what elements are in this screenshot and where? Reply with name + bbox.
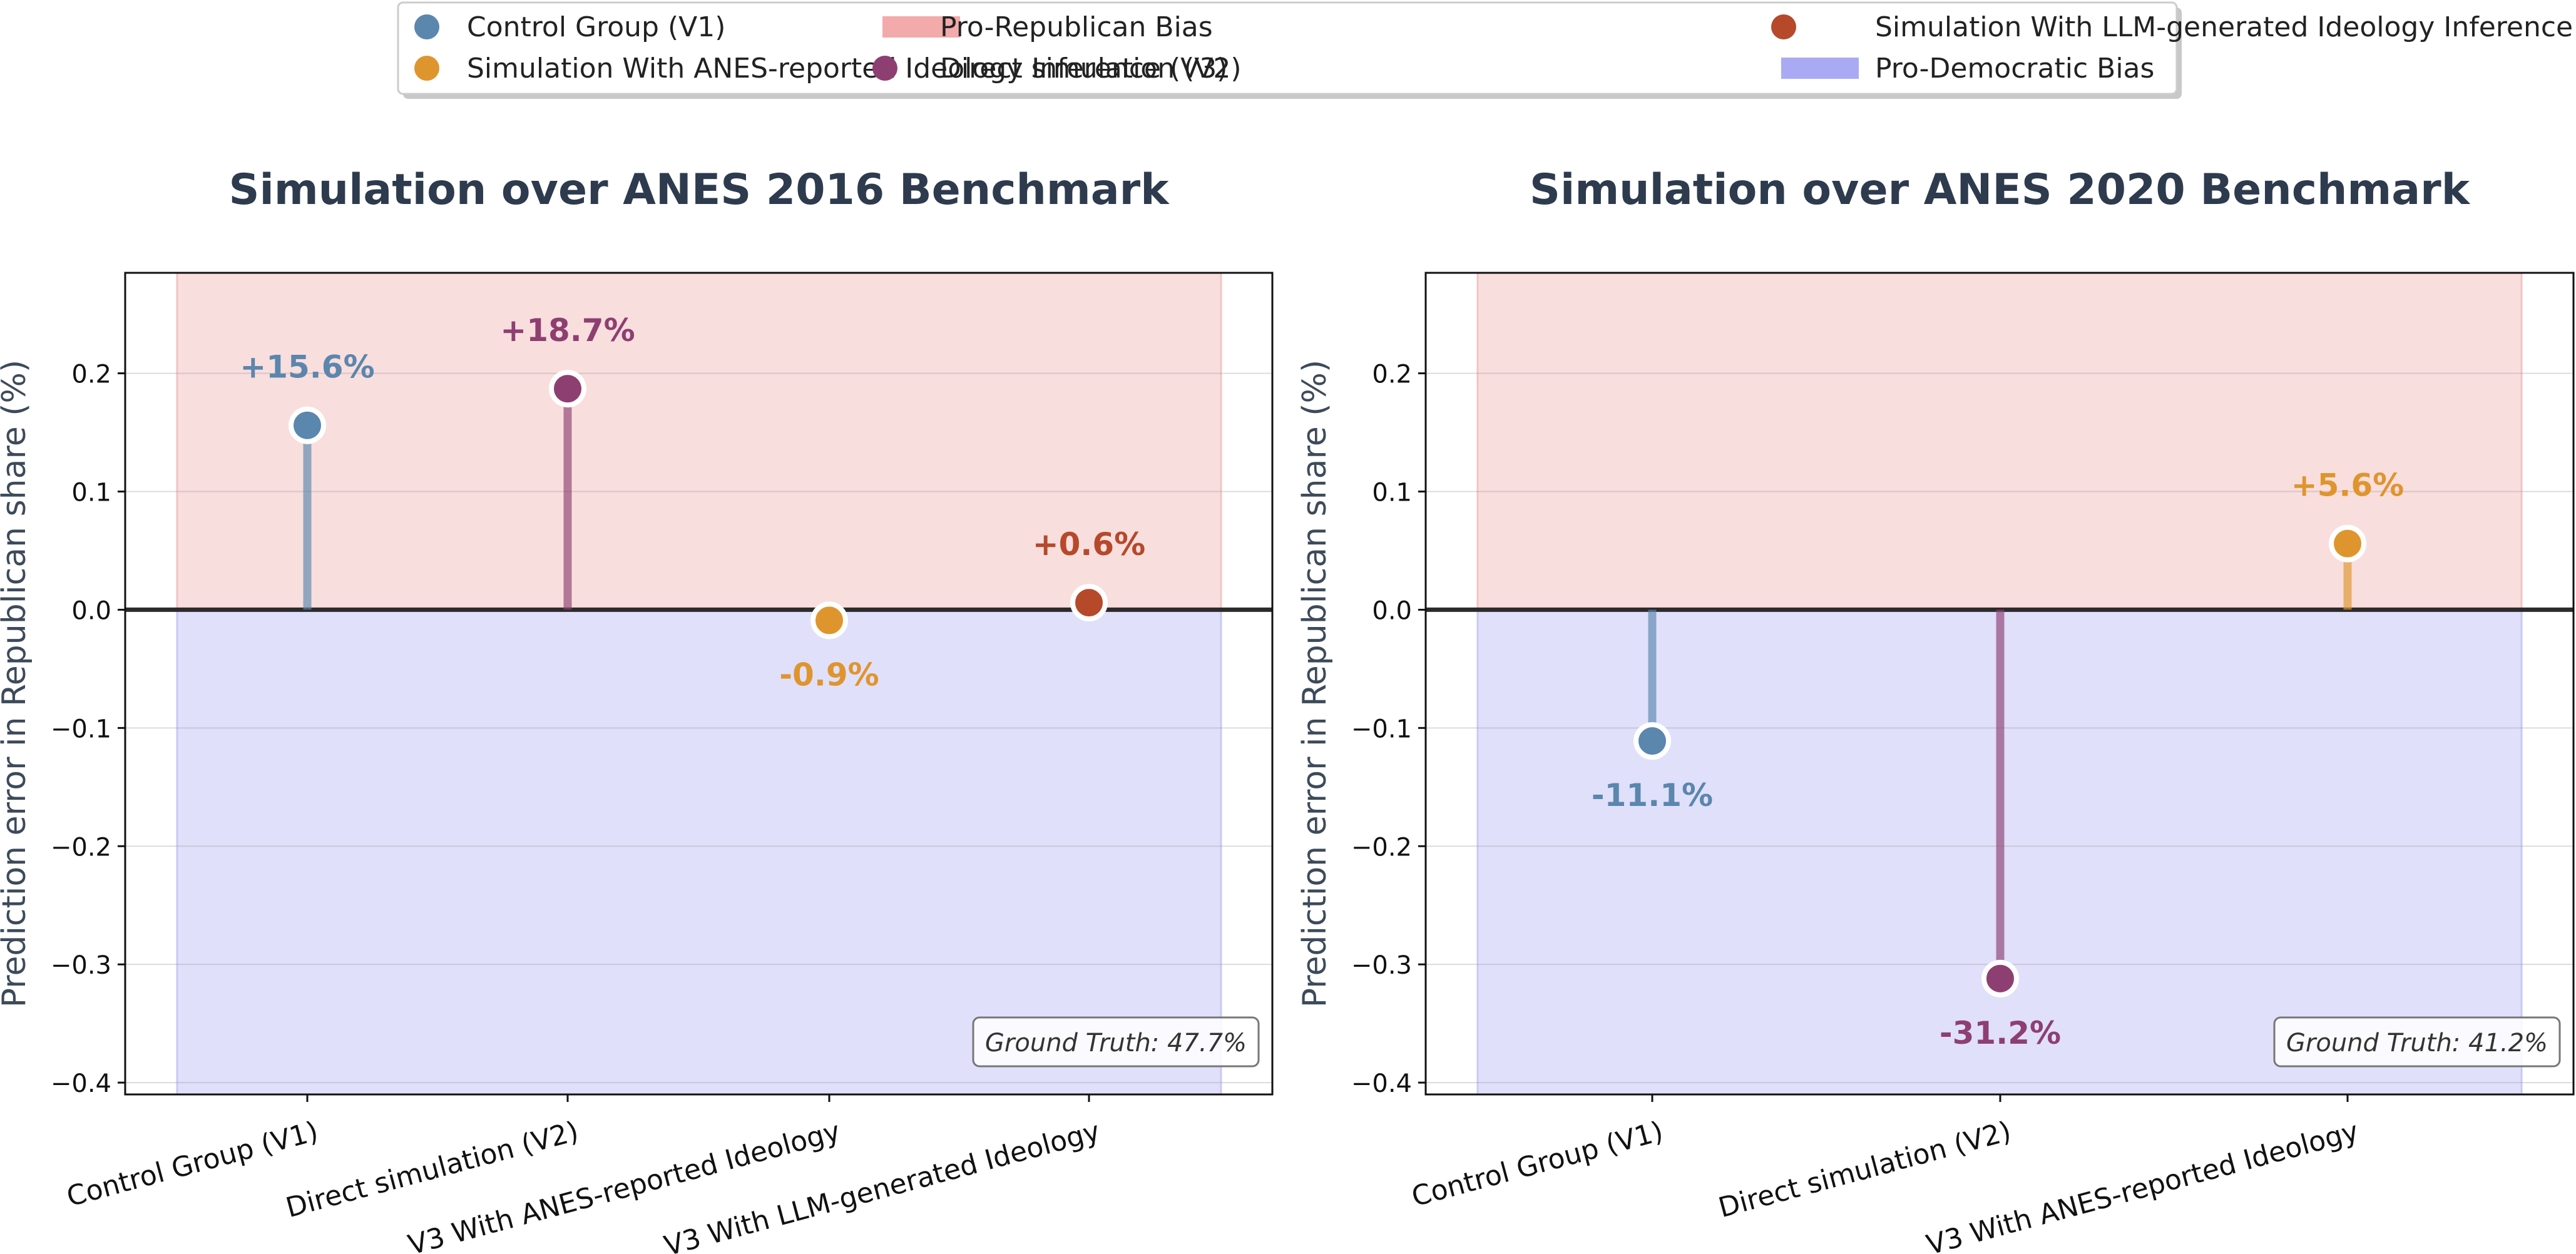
lollipop-point xyxy=(289,406,326,444)
lollipop-point xyxy=(1070,584,1108,622)
ground-truth-label: Ground Truth: 41.2% xyxy=(2286,1029,2548,1058)
chart-title: Simulation over ANES 2016 Benchmark xyxy=(229,165,1170,215)
legend-patch xyxy=(882,16,960,38)
chart-panel-2016: −0.4 −0.3 −0.2 −0.1 0.0 0.1 0.2 Prediction erro… xyxy=(0,165,1274,1254)
ground-truth-label: Ground Truth: 47.7% xyxy=(985,1029,1247,1058)
chart-title: Simulation over ANES 2020 Benchmark xyxy=(1530,165,2471,215)
y-tick-label: −0.3 xyxy=(1351,951,1412,980)
lollipop-point xyxy=(2329,524,2366,563)
y-tick-label: 0.2 xyxy=(71,360,111,389)
y-tick-label: 0.0 xyxy=(71,596,111,625)
legend-frame xyxy=(397,1,2178,95)
y-tick-label: −0.4 xyxy=(1351,1069,1412,1098)
y-tick-label: −0.1 xyxy=(1351,715,1412,743)
legend-label: Simulation With LLM-generated Ideology I… xyxy=(1875,11,2576,43)
legend-marker xyxy=(1771,14,1796,39)
y-tick-label: 0.2 xyxy=(1372,360,1412,389)
legend-label: Control Group (V1) xyxy=(467,11,725,43)
legend-label: Simulation With ANES-reported Ideology I… xyxy=(467,53,1227,84)
chart-panel-2020: −0.4 −0.3 −0.2 −0.1 0.0 0.1 0.2 Prediction erro… xyxy=(1296,165,2575,1254)
y-axis-label: Prediction error in Republican share (%) xyxy=(0,360,33,1007)
y-tick-label: −0.1 xyxy=(51,715,111,743)
x-tick-label: Control Group (V1) xyxy=(1408,1115,1667,1213)
legend-patch xyxy=(1781,58,1859,79)
lollipop-point xyxy=(549,370,586,408)
lollipop-point xyxy=(1981,959,2019,997)
pro-republican-region xyxy=(176,272,1222,611)
y-axis-label: Prediction error in Republican share (%) xyxy=(1296,360,1334,1007)
pro-democratic-region xyxy=(176,608,1222,1096)
ground-truth-box xyxy=(2273,1016,2561,1068)
value-label: +15.6% xyxy=(240,349,374,385)
lollipop-point xyxy=(810,601,848,640)
x-tick-label: Control Group (V1) xyxy=(63,1115,322,1213)
y-tick-label: 0.1 xyxy=(71,479,111,507)
y-tick-label: −0.3 xyxy=(51,951,111,980)
value-label: +0.6% xyxy=(1033,526,1146,563)
legend-label: Direct simulation (V2) xyxy=(940,53,1242,84)
legend-marker xyxy=(414,14,439,39)
value-label: -0.9% xyxy=(779,656,879,693)
ground-truth-box xyxy=(972,1016,1260,1068)
y-tick-label: −0.2 xyxy=(1351,833,1412,862)
value-label: +18.7% xyxy=(500,312,635,349)
x-tick-label: V3 With LLM-generated Ideology xyxy=(661,1115,1103,1254)
y-tick-label: −0.2 xyxy=(51,833,111,862)
legend-marker xyxy=(872,56,897,81)
y-tick-label: 0.0 xyxy=(1372,596,1412,625)
y-tick-label: 0.1 xyxy=(1372,479,1412,507)
legend-label: Pro-Democratic Bias xyxy=(1875,53,2154,84)
y-tick-label: −0.4 xyxy=(51,1069,111,1098)
value-label: -11.1% xyxy=(1592,777,1713,813)
axes-frame xyxy=(124,272,1274,1096)
lollipop-point xyxy=(1633,722,1671,760)
pro-republican-region xyxy=(1476,272,2523,611)
legend-marker xyxy=(414,56,439,81)
value-label: -31.2% xyxy=(1940,1015,2061,1051)
legend-label: Pro-Republican Bias xyxy=(940,11,1213,43)
legend: Control Group (V1) Simulation With ANES-r… xyxy=(397,1,2576,99)
x-tick-label: Direct simulation (V2) xyxy=(1715,1115,2015,1224)
value-label: +5.6% xyxy=(2291,467,2405,504)
